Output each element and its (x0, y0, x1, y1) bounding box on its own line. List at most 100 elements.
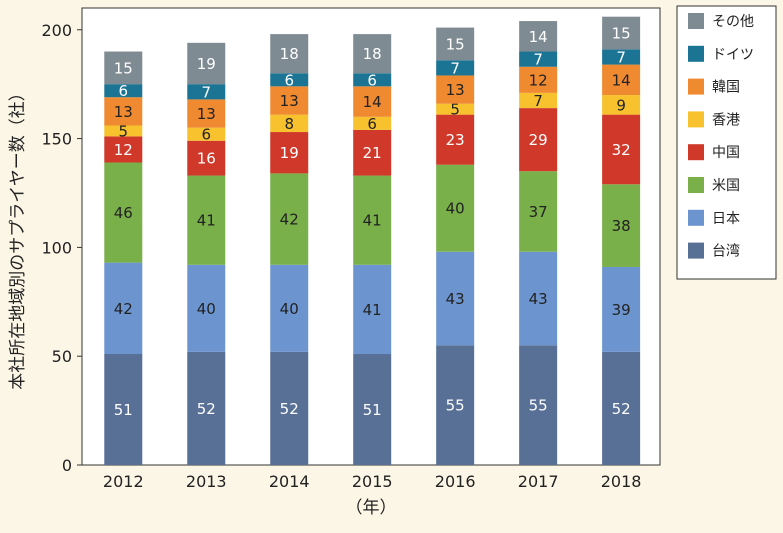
x-tick-label: 2017 (518, 472, 559, 491)
bar-segment (270, 86, 309, 115)
data-label: 15 (612, 25, 631, 43)
y-tick-label: 150 (41, 130, 72, 149)
legend-swatch (688, 177, 704, 193)
bar-segment (436, 164, 475, 252)
bar-segment (270, 114, 309, 133)
data-label: 55 (446, 397, 465, 415)
data-label: 6 (119, 82, 129, 100)
bar-segment (104, 136, 143, 163)
data-label: 13 (446, 81, 465, 99)
bar-segment (602, 64, 641, 96)
data-label: 52 (280, 400, 299, 418)
bars: 5142461251361552404116613719524042198136… (104, 16, 641, 465)
bar-segment (602, 95, 641, 115)
bar-segment (519, 21, 558, 52)
legend-swatch (688, 13, 704, 29)
bar-segment (187, 127, 226, 141)
bar-segment (519, 171, 558, 252)
bar-segment (353, 86, 392, 117)
data-label: 7 (616, 48, 626, 66)
data-label: 40 (446, 200, 465, 218)
data-label: 51 (114, 401, 133, 419)
legend-item: 中国 (712, 145, 740, 161)
legend-item: 香港 (712, 112, 740, 128)
bar-segment (104, 51, 143, 85)
data-label: 52 (612, 400, 631, 418)
legend-item: 韓国 (712, 80, 740, 96)
bar-segment (104, 162, 143, 263)
bar-segment (519, 108, 558, 172)
bar-segment (353, 354, 392, 465)
data-label: 32 (612, 141, 631, 159)
bar-segment (187, 175, 226, 265)
bar-segment (104, 97, 143, 126)
data-label: 42 (280, 211, 299, 229)
data-label: 7 (533, 51, 543, 69)
x-axis-title: （年） (346, 498, 397, 518)
data-label: 39 (612, 301, 631, 319)
x-tick-label: 2013 (186, 472, 227, 491)
x-tick-label: 2014 (269, 472, 310, 491)
legend-swatch (688, 144, 704, 161)
bar-segment (436, 75, 475, 104)
bar-segment (187, 140, 226, 176)
bar-segment (436, 251, 475, 346)
bar-segment (436, 114, 475, 165)
data-label: 18 (280, 45, 299, 63)
data-label: 16 (197, 150, 216, 168)
data-label: 13 (280, 92, 299, 110)
legend-swatch (688, 111, 704, 128)
data-label: 42 (114, 300, 133, 318)
data-label: 5 (450, 101, 460, 119)
data-label: 6 (284, 71, 294, 89)
bar-segment (353, 129, 392, 176)
legend-swatch (688, 78, 704, 95)
bar-segment (353, 264, 392, 355)
bar-segment (602, 266, 641, 352)
data-label: 13 (114, 103, 133, 121)
bar-segment (519, 345, 558, 465)
data-label: 41 (363, 212, 382, 230)
bar-segment (436, 345, 475, 465)
bar-segment (353, 116, 392, 130)
data-label: 15 (114, 59, 133, 77)
bar-segment (602, 49, 641, 65)
bar-segment (187, 99, 226, 128)
legend-item: その他 (712, 14, 754, 30)
bar-segment (104, 262, 143, 355)
bar-segment (436, 60, 475, 76)
bar-segment (353, 34, 392, 74)
bar-segment (270, 351, 309, 465)
bar-segment (187, 84, 226, 100)
y-axis-title: 本社所在地域別のサプライヤー数（社） (8, 84, 28, 390)
bar-segment (187, 351, 226, 465)
bar-segment (519, 92, 558, 109)
legend-item: 台湾 (712, 243, 740, 260)
bar-segment (353, 175, 392, 265)
data-label: 43 (446, 290, 465, 308)
data-label: 43 (529, 290, 548, 308)
bar-segment (104, 84, 143, 98)
x-tick-label: 2016 (435, 472, 476, 491)
legend-swatch (688, 242, 704, 259)
bar-segment (270, 34, 309, 74)
data-label: 14 (363, 93, 382, 111)
bar-segment (104, 354, 143, 465)
legend-item: ドイツ (712, 47, 754, 63)
y-tick-label: 100 (41, 238, 72, 257)
bar-segment (353, 73, 392, 87)
bar-segment (436, 103, 475, 115)
data-label: 6 (201, 126, 211, 144)
bar-segment (602, 114, 641, 185)
data-label: 51 (363, 401, 382, 419)
y-axis: 0 50 100 150 200 (41, 21, 82, 475)
data-label: 23 (446, 131, 465, 149)
bar-segment (602, 16, 641, 50)
data-label: 29 (529, 131, 548, 149)
legend-item: 日本 (712, 211, 740, 227)
bar-segment (519, 51, 558, 67)
data-label: 7 (201, 83, 211, 101)
x-tick-label: 2015 (352, 472, 393, 491)
data-label: 46 (114, 204, 133, 222)
